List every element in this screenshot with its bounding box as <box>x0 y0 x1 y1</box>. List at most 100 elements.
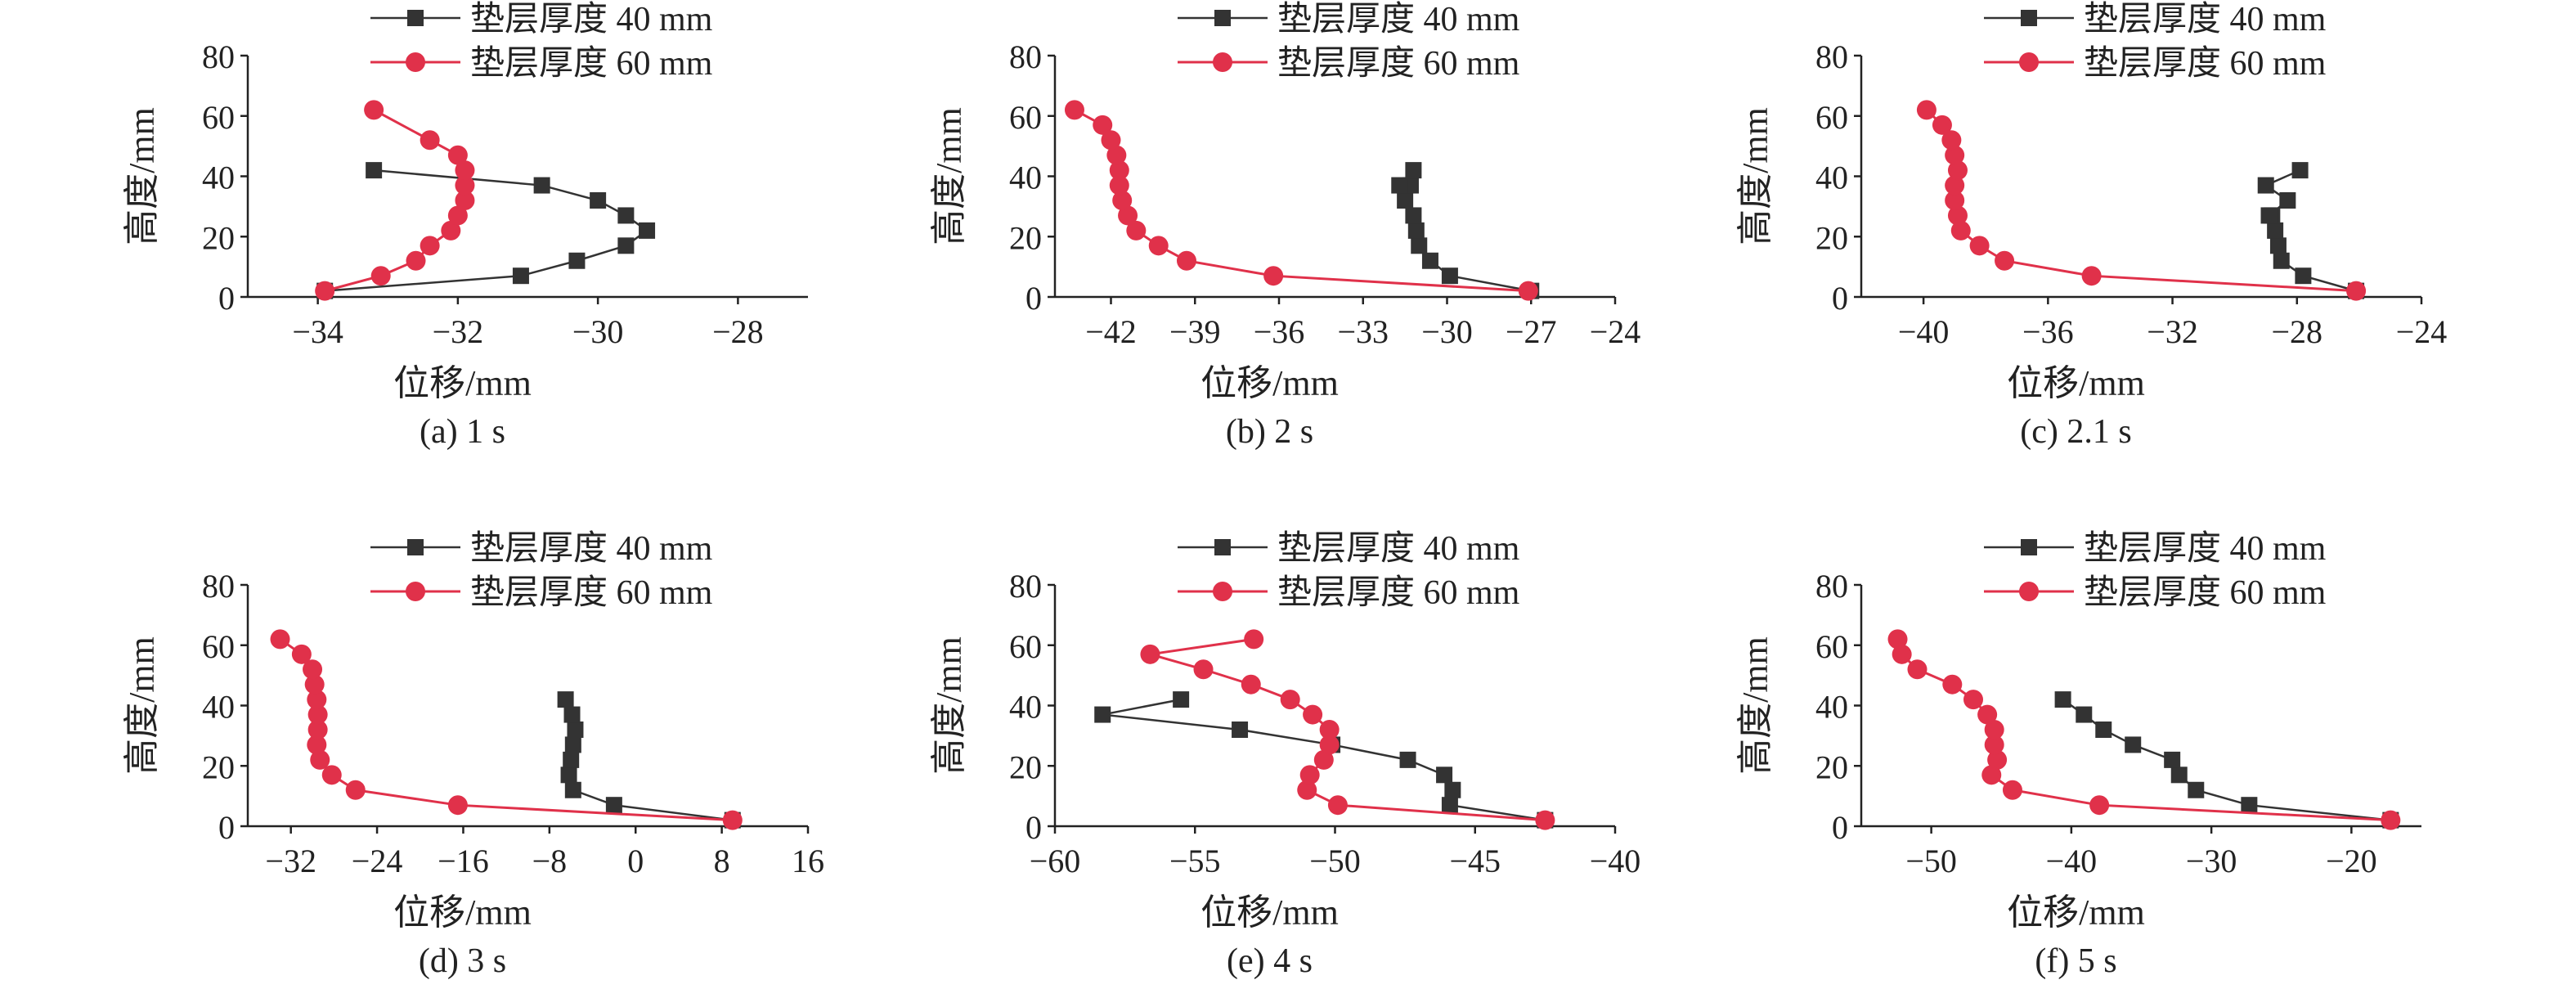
x-tick-label: 16 <box>792 843 824 879</box>
legend-entry: 垫层厚度 60 mm <box>1178 45 1520 83</box>
legend-marker-circle <box>2019 52 2039 72</box>
panel-caption: (f) 5 s <box>2035 942 2116 980</box>
data-point-circle <box>1535 810 1555 830</box>
x-tick-label: −42 <box>1085 313 1137 350</box>
data-point-square <box>590 192 607 209</box>
x-tick-label: −40 <box>1898 313 1950 350</box>
x-axis-label: 位移/mm <box>2007 892 2145 933</box>
legend-entry: 垫层厚度 40 mm <box>1984 530 2327 568</box>
y-tick-label: 20 <box>1009 219 1042 256</box>
x-tick-label: −24 <box>352 843 403 879</box>
data-point-square <box>2260 207 2278 224</box>
x-tick-label: −32 <box>433 313 484 350</box>
data-point-square <box>1407 222 1425 239</box>
y-tick-label: 40 <box>202 160 235 196</box>
panel-caption: (d) 3 s <box>419 942 506 980</box>
data-point-circle <box>270 629 290 650</box>
data-point-circle <box>1947 205 1968 226</box>
data-point-circle <box>1941 130 1962 151</box>
data-point-circle <box>1112 191 1133 210</box>
data-point-circle <box>1319 720 1340 740</box>
x-axis-label: 位移/mm <box>1200 892 1339 933</box>
panel-caption: (a) 1 s <box>420 413 505 451</box>
y-tick-label: 0 <box>218 280 235 317</box>
data-point-square <box>1421 252 1438 269</box>
data-point-square <box>617 207 635 224</box>
y-tick-label: 0 <box>1832 280 1848 317</box>
data-point-circle <box>2381 810 2401 830</box>
x-tick-label: −32 <box>265 843 316 879</box>
data-point-square <box>563 751 580 768</box>
data-point-circle <box>2081 266 2102 286</box>
data-point-circle <box>447 795 468 816</box>
data-point-circle <box>1892 644 1912 664</box>
data-point-circle <box>1064 100 1084 120</box>
y-tick-label: 80 <box>1815 38 1848 75</box>
series-60mm <box>1064 100 1538 301</box>
series-60mm <box>315 100 475 301</box>
series-40mm <box>2257 162 2365 299</box>
legend-marker-square <box>1214 539 1231 555</box>
y-tick-label: 40 <box>202 689 235 726</box>
data-point-square <box>2095 722 2112 738</box>
data-point-circle <box>1313 749 1334 770</box>
x-tick-label: −50 <box>1905 843 1957 879</box>
legend-label: 垫层厚度 40 mm <box>1277 1 1520 38</box>
data-point-circle <box>1093 115 1113 135</box>
x-tick-label: −55 <box>1169 843 1221 879</box>
panel-4: 0 20 40 60 80 −60 −55 −50 −45 −40 位移/mm 高度/mm (e) 4 … <box>929 530 1640 980</box>
data-point-square <box>2257 177 2274 194</box>
panel-5: 0 20 40 60 80 −50 −40 −30 −20 位移/mm 高度/mm (f) 5 s 垫层… <box>1735 530 2421 980</box>
data-point-circle <box>1907 659 1928 680</box>
data-point-circle <box>447 205 468 226</box>
legend-label: 垫层厚度 60 mm <box>470 574 713 612</box>
legend-entry: 垫层厚度 60 mm <box>370 574 713 612</box>
data-point-circle <box>1984 720 2004 740</box>
legend-marker-square <box>2021 10 2037 26</box>
data-point-square <box>1094 706 1111 723</box>
data-point-circle <box>1945 145 1965 165</box>
data-point-circle <box>1299 765 1320 785</box>
legend-entry: 垫层厚度 40 mm <box>1178 1 1520 38</box>
data-point-square <box>533 177 550 194</box>
data-point-circle <box>1109 160 1129 181</box>
data-point-circle <box>1969 236 1990 256</box>
data-point-square <box>1444 781 1461 798</box>
legend-label: 垫层厚度 60 mm <box>1277 45 1520 83</box>
data-point-circle <box>1280 690 1300 710</box>
data-point-circle <box>303 659 323 680</box>
y-tick-label: 20 <box>202 748 235 785</box>
data-point-circle <box>1263 266 1284 286</box>
data-point-square <box>2279 192 2296 209</box>
data-point-circle <box>1106 145 1127 165</box>
x-axis-label: 位移/mm <box>393 892 532 933</box>
data-point-square <box>617 237 635 254</box>
legend-entry: 垫层厚度 40 mm <box>370 1 713 38</box>
y-tick-label: 60 <box>202 628 235 665</box>
legend-label: 垫层厚度 40 mm <box>470 1 713 38</box>
y-tick-label: 40 <box>1815 689 1848 726</box>
x-tick-label: −8 <box>532 843 568 879</box>
data-point-circle <box>447 145 468 165</box>
y-tick-label: 0 <box>218 809 235 846</box>
data-point-circle <box>1950 220 1971 241</box>
legend-marker-circle <box>406 52 425 72</box>
y-tick-label: 40 <box>1009 689 1042 726</box>
x-axis-label: 位移/mm <box>2007 363 2145 403</box>
data-point-square <box>1411 237 1428 254</box>
legend-marker-square <box>407 539 424 555</box>
data-point-circle <box>307 704 328 725</box>
data-point-circle <box>1126 220 1147 241</box>
x-tick-label: −33 <box>1337 313 1389 350</box>
legend-entry: 垫层厚度 40 mm <box>1984 1 2327 38</box>
panel-0: 0 20 40 60 80 −34 −32 −30 −28 位移/mm 高度/mm (a) 1 s 垫层… <box>122 1 808 451</box>
data-point-circle <box>1101 130 1121 151</box>
data-point-circle <box>370 266 391 286</box>
legend-entry: 垫层厚度 60 mm <box>1984 45 2327 83</box>
data-point-circle <box>1193 659 1214 680</box>
data-point-square <box>2273 252 2290 269</box>
data-point-square <box>1173 691 1190 708</box>
legend-label: 垫层厚度 60 mm <box>470 45 713 83</box>
data-point-circle <box>364 100 384 120</box>
data-point-circle <box>1140 644 1160 664</box>
